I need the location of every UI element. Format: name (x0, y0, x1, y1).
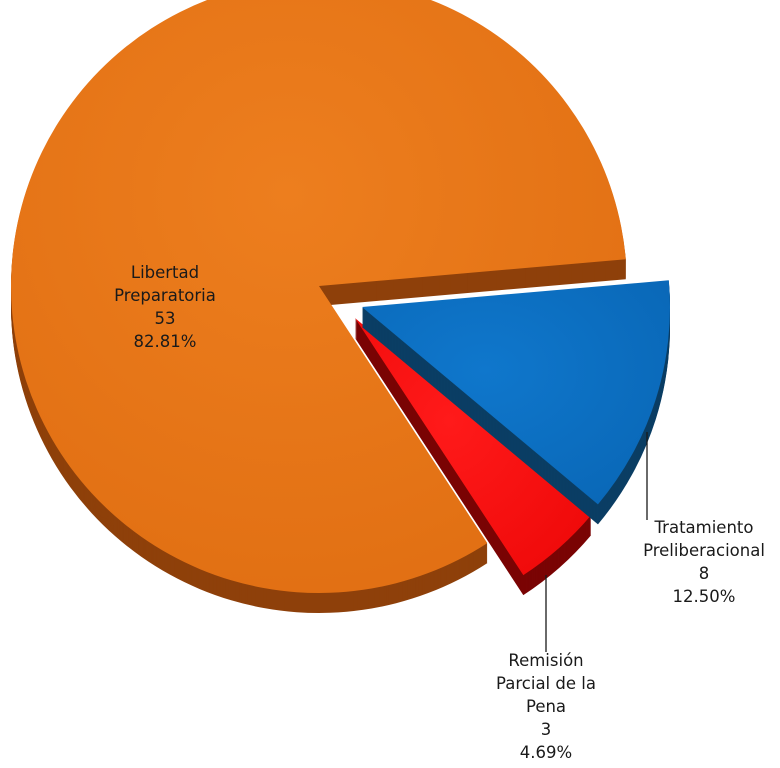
label-percent: 82.81% (134, 332, 197, 351)
slice-label-text: Remisión Parcial de la Pena 3 4.69% (496, 651, 596, 762)
pie-slice-0 (11, 0, 626, 613)
slice-label-2: Remisión Parcial de la Pena 3 4.69% (496, 575, 596, 762)
pie-labels: Libertad Preparatoria 53 82.81% Tratamiento P… (114, 263, 765, 762)
pie-slice-2 (355, 318, 591, 596)
pie-slice-top (11, 0, 626, 593)
label-name-line: Pena (526, 697, 566, 716)
slice-label-text: Tratamiento Preliberacional 8 12.50% (643, 518, 765, 606)
pie-slice-1 (362, 280, 670, 525)
pie-slices (11, 0, 670, 613)
label-value: 3 (541, 720, 552, 739)
label-name-line: Preparatoria (114, 286, 216, 305)
label-value: 8 (699, 564, 710, 583)
label-name-line: Libertad (131, 263, 199, 282)
slice-label-0: Libertad Preparatoria 53 82.81% (114, 263, 216, 351)
label-name-line: Remisión (508, 651, 583, 670)
slice-label-1: Tratamiento Preliberacional 8 12.50% (643, 432, 765, 606)
slice-label-text: Libertad Preparatoria 53 82.81% (114, 263, 216, 351)
label-value: 53 (155, 309, 176, 328)
label-name-line: Preliberacional (643, 541, 765, 560)
label-percent: 12.50% (673, 587, 736, 606)
label-percent: 4.69% (520, 743, 572, 762)
label-name-line: Tratamiento (654, 518, 754, 537)
pie-slice-top (362, 280, 670, 505)
label-name-line: Parcial de la (496, 674, 596, 693)
pie-slice-top (355, 318, 591, 576)
